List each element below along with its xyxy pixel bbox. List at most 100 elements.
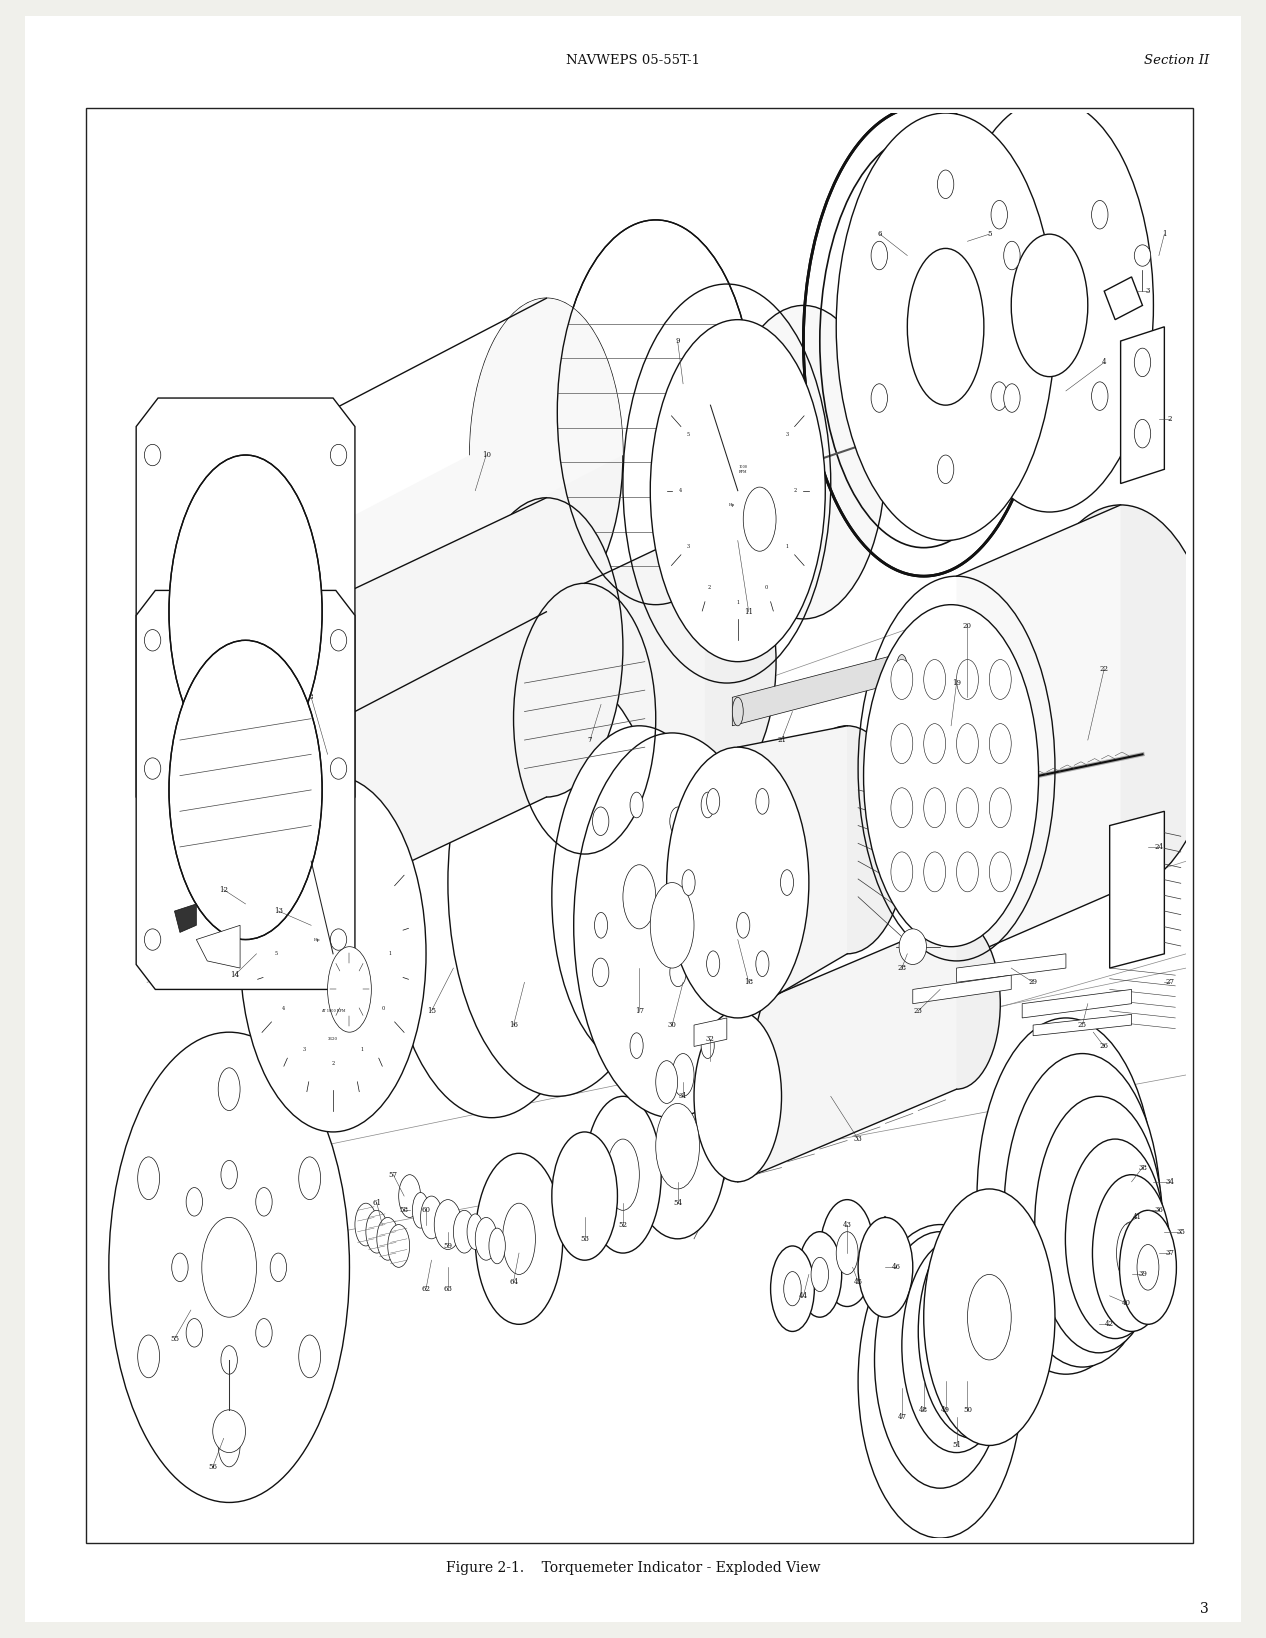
Ellipse shape: [780, 870, 794, 896]
Polygon shape: [175, 904, 196, 932]
Ellipse shape: [891, 788, 913, 827]
Polygon shape: [957, 505, 1120, 962]
Text: 12: 12: [219, 886, 228, 894]
Ellipse shape: [270, 1253, 286, 1281]
Ellipse shape: [420, 1196, 442, 1238]
Polygon shape: [1033, 1014, 1132, 1035]
Text: 4: 4: [1101, 359, 1106, 367]
Text: 46: 46: [891, 1263, 901, 1271]
Ellipse shape: [467, 1214, 484, 1250]
Ellipse shape: [330, 758, 347, 780]
Text: 16: 16: [509, 1020, 518, 1029]
Polygon shape: [196, 925, 241, 968]
Text: 2: 2: [794, 488, 796, 493]
Text: 14: 14: [230, 971, 239, 980]
Ellipse shape: [891, 852, 913, 891]
Text: 18: 18: [744, 978, 753, 986]
Ellipse shape: [448, 668, 667, 1096]
Ellipse shape: [1096, 1199, 1134, 1279]
Ellipse shape: [991, 200, 1008, 229]
Text: 33: 33: [853, 1135, 862, 1143]
Ellipse shape: [628, 1053, 727, 1238]
Ellipse shape: [634, 526, 776, 798]
Ellipse shape: [670, 808, 686, 835]
Ellipse shape: [651, 319, 825, 662]
Text: 4: 4: [679, 488, 682, 493]
Ellipse shape: [937, 170, 953, 198]
Ellipse shape: [896, 655, 908, 683]
Polygon shape: [913, 975, 1012, 1004]
Text: 3: 3: [786, 432, 789, 437]
Ellipse shape: [1034, 1096, 1162, 1353]
Text: 44: 44: [799, 1292, 808, 1301]
Text: 5: 5: [987, 231, 991, 238]
Ellipse shape: [144, 758, 161, 780]
Ellipse shape: [330, 629, 347, 650]
Ellipse shape: [552, 726, 727, 1068]
Text: AT 1000 RPM: AT 1000 RPM: [320, 1009, 346, 1012]
Ellipse shape: [924, 660, 946, 699]
Text: 56: 56: [208, 1463, 218, 1471]
Text: 2: 2: [332, 1061, 334, 1066]
Ellipse shape: [470, 498, 623, 798]
Text: Hp: Hp: [729, 503, 736, 506]
Ellipse shape: [213, 1410, 246, 1453]
Ellipse shape: [989, 724, 1012, 763]
Ellipse shape: [787, 726, 908, 953]
Text: 3: 3: [303, 1047, 306, 1052]
Text: 2: 2: [708, 585, 710, 590]
Text: 4: 4: [282, 1006, 285, 1011]
Ellipse shape: [1074, 1173, 1123, 1276]
Ellipse shape: [354, 1204, 377, 1247]
Ellipse shape: [656, 1061, 677, 1104]
Ellipse shape: [1119, 1210, 1176, 1324]
Ellipse shape: [771, 1247, 814, 1332]
Ellipse shape: [913, 919, 1000, 1089]
Text: 29: 29: [1028, 978, 1038, 986]
Text: 50: 50: [963, 1405, 972, 1414]
Text: 60: 60: [422, 1206, 430, 1214]
Polygon shape: [738, 726, 847, 1017]
Ellipse shape: [1012, 234, 1087, 377]
Text: 1: 1: [737, 601, 739, 606]
Ellipse shape: [328, 947, 371, 1032]
Ellipse shape: [957, 724, 979, 763]
Ellipse shape: [256, 1188, 272, 1215]
Ellipse shape: [924, 852, 946, 891]
Ellipse shape: [908, 1317, 974, 1445]
Text: 43: 43: [843, 1220, 852, 1228]
Ellipse shape: [201, 1217, 257, 1317]
Ellipse shape: [186, 1188, 203, 1215]
Text: 63: 63: [443, 1284, 452, 1292]
Text: 7: 7: [587, 735, 592, 744]
Text: 0: 0: [765, 585, 768, 590]
Text: 17: 17: [634, 1007, 644, 1016]
Ellipse shape: [144, 629, 161, 650]
Ellipse shape: [434, 1199, 462, 1250]
Ellipse shape: [1134, 349, 1151, 377]
Ellipse shape: [706, 788, 720, 814]
Ellipse shape: [475, 1217, 498, 1260]
Ellipse shape: [241, 776, 427, 1132]
Ellipse shape: [812, 1258, 828, 1291]
Text: 41: 41: [1133, 1214, 1142, 1222]
Ellipse shape: [592, 958, 609, 986]
Ellipse shape: [1004, 383, 1020, 413]
Text: 1: 1: [786, 544, 789, 549]
Text: 19: 19: [952, 680, 961, 686]
Ellipse shape: [863, 604, 1038, 947]
Polygon shape: [1104, 277, 1142, 319]
Ellipse shape: [186, 1319, 203, 1346]
Text: 38: 38: [1138, 1163, 1147, 1171]
Text: Figure 2-1.    Torquemeter Indicator - Exploded View: Figure 2-1. Torquemeter Indicator - Expl…: [446, 1561, 820, 1574]
Text: 25: 25: [1077, 1020, 1086, 1029]
Polygon shape: [1022, 989, 1132, 1017]
Ellipse shape: [756, 788, 768, 814]
Ellipse shape: [299, 1156, 320, 1199]
Text: 27: 27: [1165, 978, 1175, 986]
Ellipse shape: [991, 382, 1008, 411]
Ellipse shape: [837, 113, 1055, 541]
Text: 3: 3: [1200, 1602, 1209, 1615]
Text: 1: 1: [389, 952, 392, 957]
Ellipse shape: [222, 1346, 237, 1374]
